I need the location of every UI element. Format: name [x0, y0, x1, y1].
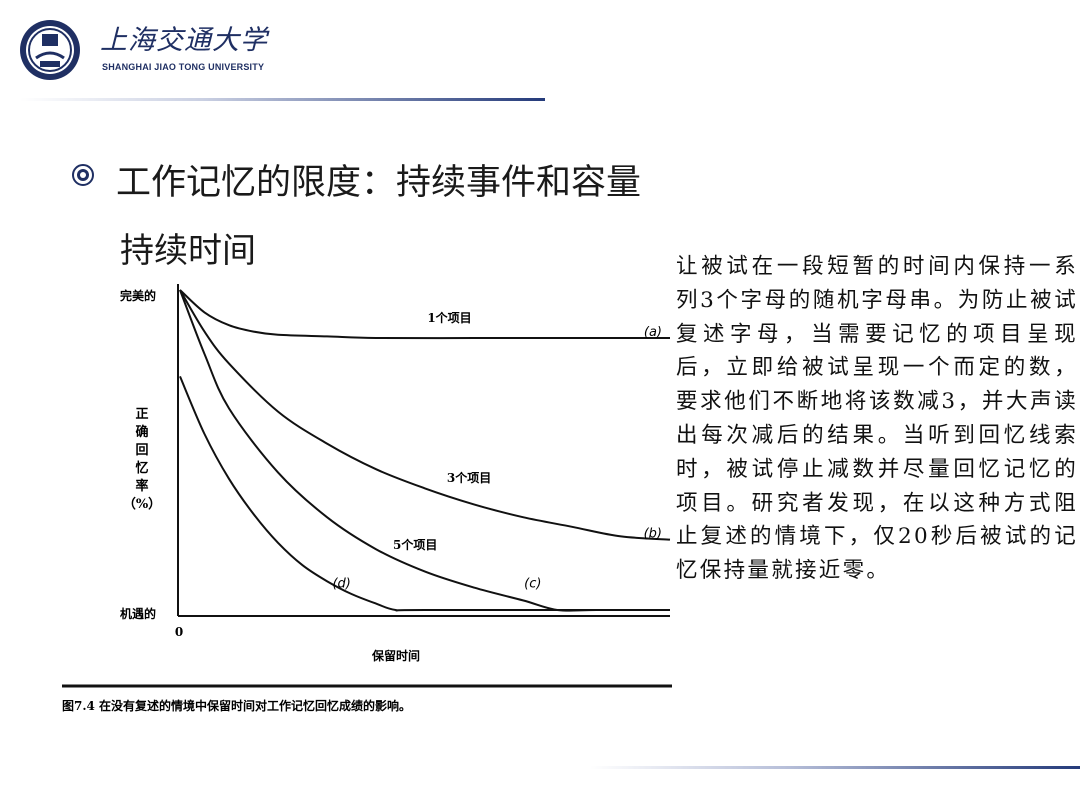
bullet-icon [72, 164, 94, 186]
y-axis-label-char: 确 [135, 424, 148, 440]
retention-chart: 1个项目(a)3个项目(b)5个项目(c)(d) 完美的 机遇的 0 保留时间 … [62, 284, 672, 713]
x-tick-label-0: 0 [175, 625, 183, 639]
y-tick-label-top: 完美的 [120, 288, 156, 303]
series-tag-label-1: (a) [644, 325, 662, 340]
university-name-en: SHANGHAI JIAO TONG UNIVERSITY [102, 62, 265, 72]
slide-title: 工作记忆的限度：持续事件和容量 [116, 163, 642, 203]
x-axis-label: 保留时间 [371, 648, 420, 663]
series-line-1 [179, 289, 670, 340]
series-line-2 [179, 289, 671, 541]
y-axis-label-char: （%） [123, 496, 161, 512]
series-name-label-2: 3个项目 [447, 470, 491, 485]
y-tick-label-bottom: 机遇的 [120, 606, 156, 621]
header-divider [20, 98, 545, 101]
university-logo [20, 20, 80, 80]
series-name-label-3: 5个项目 [393, 537, 437, 552]
series-name-label-1: 1个项目 [427, 310, 471, 325]
y-axis-label-char: 忆 [135, 460, 148, 476]
footer-divider [590, 766, 1080, 769]
y-axis-label-char: 正 [135, 407, 148, 422]
slide-subtitle: 持续时间 [120, 231, 256, 271]
series-line-4 [179, 376, 670, 612]
series-tag-label-2: (b) [644, 527, 662, 542]
university-name-cn: 上海交通大学 [100, 25, 268, 56]
y-axis-label-char: 率 [135, 478, 148, 494]
y-axis-label-char: 回 [135, 443, 148, 458]
chart-caption: 图7.4 在没有复述的情境中保留时间对工作记忆回忆成绩的影响。 [62, 698, 411, 713]
series-tag-label-3: (c) [524, 577, 541, 592]
description-text: 让被试在一段短暂的时间内保持一系列3个字母的随机字母串。为防止被试复述字母，当需… [676, 254, 1078, 584]
series-tag-label-4: (d) [332, 577, 350, 592]
